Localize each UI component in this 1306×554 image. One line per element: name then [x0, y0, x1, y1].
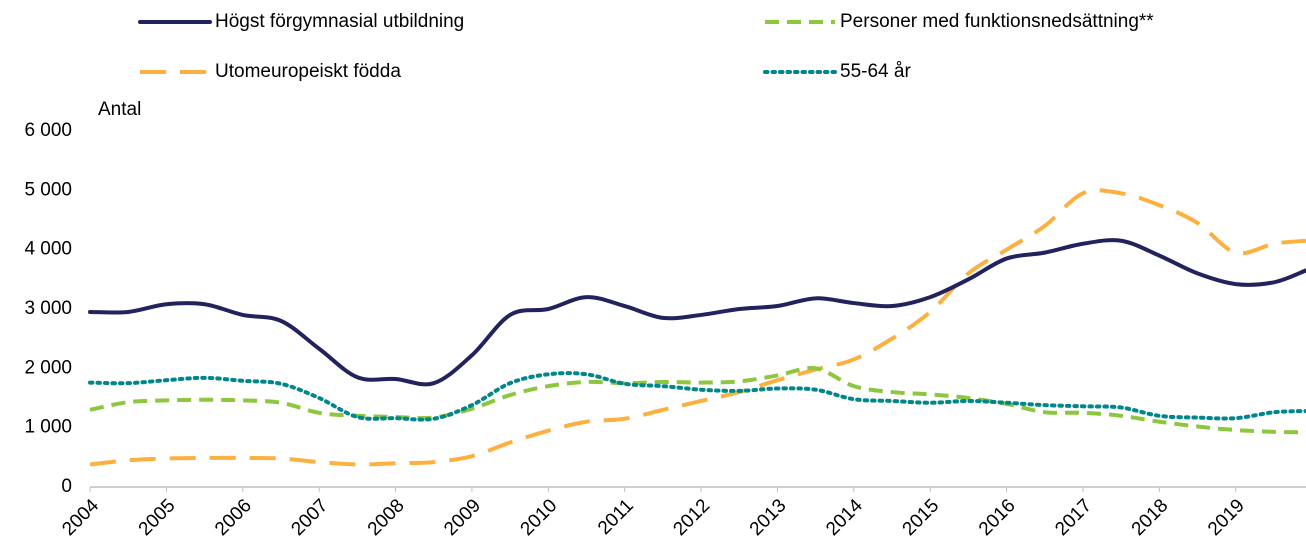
y-tick-label: 6 000 — [24, 120, 72, 141]
series-line — [88, 371, 1306, 422]
x-tick-label: 2012 — [669, 495, 714, 540]
x-tick-label: 2016 — [975, 495, 1020, 540]
legend-label: 55-64 år — [840, 61, 911, 82]
legend-label: Personer med funktionsnedsättning** — [840, 11, 1154, 32]
x-tick-label: 2017 — [1051, 495, 1096, 540]
x-tick-label: 2014 — [822, 495, 867, 540]
y-tick-label: 0 — [61, 476, 72, 497]
series-line — [89, 188, 1306, 467]
x-tick-label: 2013 — [746, 495, 791, 540]
legend-label: Högst förgymnasial utbildning — [215, 11, 464, 32]
x-tick-label: 2018 — [1128, 495, 1173, 540]
series-line — [88, 238, 1306, 387]
series-line — [89, 366, 1306, 435]
x-tick-label: 2006 — [211, 495, 256, 540]
y-tick-label: 4 000 — [24, 239, 72, 260]
legend-label: Utomeuropeiskt födda — [215, 61, 401, 82]
y-tick-label: 5 000 — [24, 179, 72, 200]
x-tick-label: 2009 — [440, 495, 485, 540]
x-tick-label: 2015 — [899, 495, 944, 540]
x-tick-label: 2019 — [1204, 495, 1249, 540]
y-tick-label: 2 000 — [24, 357, 72, 378]
y-tick-label: 1 000 — [24, 417, 72, 438]
y-tick-label: 3 000 — [24, 298, 72, 319]
x-tick-label: 2005 — [135, 495, 180, 540]
x-tick-label: 2011 — [594, 495, 638, 539]
x-tick-label: 2004 — [58, 495, 103, 540]
x-tick-label: 2008 — [364, 495, 409, 540]
x-tick-label: 2010 — [517, 495, 562, 540]
y-axis-label: Antal — [98, 99, 141, 120]
x-tick-label: 2007 — [287, 495, 332, 540]
